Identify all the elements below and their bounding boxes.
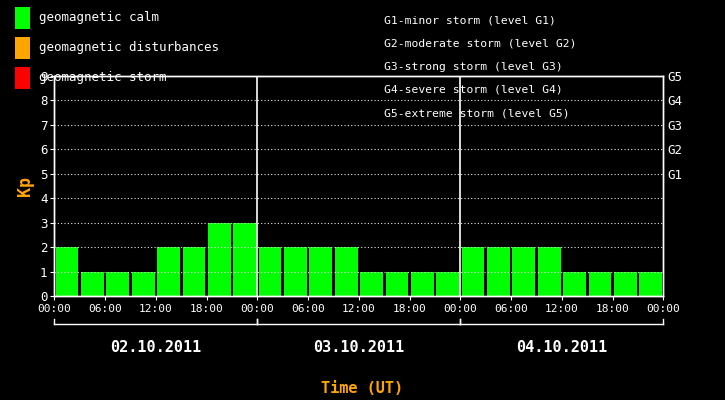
Bar — [360, 272, 383, 296]
Bar — [563, 272, 586, 296]
Bar — [310, 247, 332, 296]
Text: G5-extreme storm (level G5): G5-extreme storm (level G5) — [384, 108, 570, 118]
Bar — [259, 247, 281, 296]
Text: 04.10.2011: 04.10.2011 — [516, 340, 608, 355]
Bar — [335, 247, 357, 296]
Bar — [436, 272, 459, 296]
Bar — [411, 272, 434, 296]
Y-axis label: Kp: Kp — [17, 176, 34, 196]
Bar — [589, 272, 611, 296]
Text: G4-severe storm (level G4): G4-severe storm (level G4) — [384, 85, 563, 95]
Bar — [81, 272, 104, 296]
Bar — [614, 272, 637, 296]
Bar — [284, 247, 307, 296]
Bar — [132, 272, 154, 296]
Bar — [386, 272, 408, 296]
Bar — [157, 247, 180, 296]
Bar — [513, 247, 535, 296]
Bar — [208, 223, 231, 296]
Text: Time (UT): Time (UT) — [321, 381, 404, 396]
Bar — [639, 272, 662, 296]
Text: geomagnetic storm: geomagnetic storm — [39, 72, 167, 84]
Text: 03.10.2011: 03.10.2011 — [313, 340, 405, 355]
Bar — [487, 247, 510, 296]
Text: G1-minor storm (level G1): G1-minor storm (level G1) — [384, 15, 556, 25]
Text: geomagnetic calm: geomagnetic calm — [39, 12, 160, 24]
Bar — [538, 247, 560, 296]
Text: geomagnetic disturbances: geomagnetic disturbances — [39, 42, 219, 54]
Bar — [233, 223, 256, 296]
Text: G2-moderate storm (level G2): G2-moderate storm (level G2) — [384, 38, 577, 48]
Text: 02.10.2011: 02.10.2011 — [110, 340, 202, 355]
Text: G3-strong storm (level G3): G3-strong storm (level G3) — [384, 62, 563, 72]
Bar — [462, 247, 484, 296]
Bar — [107, 272, 129, 296]
Bar — [56, 247, 78, 296]
Bar — [183, 247, 205, 296]
